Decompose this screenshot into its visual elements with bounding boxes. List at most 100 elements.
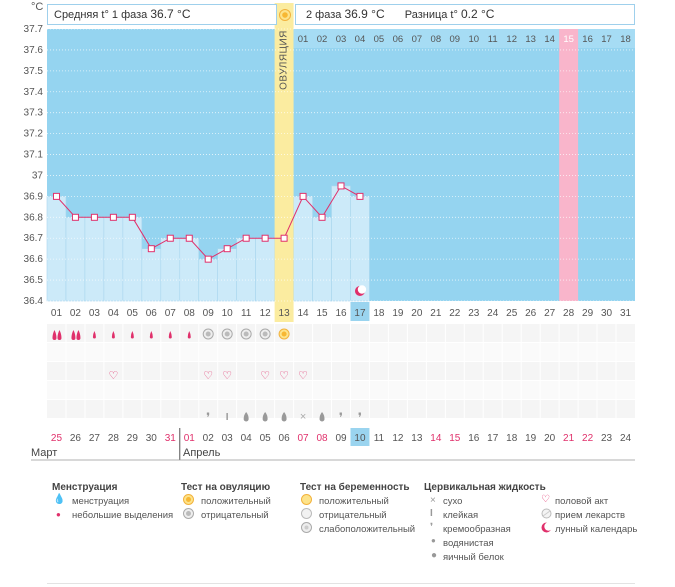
intercourse-heart-icon: ♡ bbox=[260, 370, 270, 382]
legend-moon: лунный календарь bbox=[555, 524, 638, 535]
cycle-day-label: 19 bbox=[392, 308, 404, 319]
temperature-point bbox=[280, 234, 288, 242]
top-day-label: 02 bbox=[317, 34, 328, 45]
ovtest-positive-icon bbox=[183, 494, 194, 508]
cervical-creamy-icon: ❜ bbox=[358, 410, 362, 425]
moon-icon bbox=[541, 522, 553, 536]
ovtest-negative-icon bbox=[183, 508, 194, 522]
date-label: 14 bbox=[430, 433, 442, 444]
cervical-watery-icon bbox=[319, 412, 325, 422]
cycle-day-label: 17 bbox=[354, 308, 366, 319]
menstruation-light-icon bbox=[111, 331, 115, 339]
temperature-point bbox=[242, 234, 250, 242]
diff-label: Разница t° bbox=[404, 9, 458, 21]
cervical-dry-icon: × bbox=[300, 411, 306, 423]
unit-label: °C bbox=[31, 1, 44, 13]
menstruation-heavy-icon bbox=[52, 330, 57, 340]
temperature-point bbox=[356, 192, 364, 200]
cycle-day-label: 08 bbox=[184, 308, 196, 319]
top-day-label: 03 bbox=[336, 34, 347, 45]
date-label: 17 bbox=[487, 433, 499, 444]
legend-pregtest-negative: отрицательный bbox=[319, 510, 387, 521]
ovtest-negative-icon bbox=[262, 331, 268, 337]
phase2-label: 2 фаза bbox=[306, 9, 342, 21]
temperature-bar bbox=[236, 237, 256, 302]
cycle-day-label: 02 bbox=[70, 308, 82, 319]
temperature-point bbox=[90, 213, 98, 221]
menstruation-heavy-icon bbox=[76, 330, 81, 340]
cycle-day-label: 18 bbox=[373, 308, 385, 319]
date-label: 22 bbox=[582, 433, 594, 444]
legend-pregtest-title: Тест на беременность bbox=[300, 482, 410, 493]
temperature-bar bbox=[179, 237, 200, 302]
cervical-watery-icon bbox=[262, 412, 268, 422]
menstruation-heavy-icon bbox=[57, 330, 62, 340]
cycle-day-label: 05 bbox=[127, 308, 139, 319]
temperature-point bbox=[261, 234, 269, 242]
phase2-value: 36.9 °C bbox=[344, 7, 385, 21]
legend-cervical-eggwhite: яичный белок bbox=[443, 552, 504, 563]
cycle-day-label: 12 bbox=[260, 308, 272, 319]
top-day-label: 06 bbox=[393, 34, 404, 45]
small-drop-icon: ● bbox=[56, 510, 61, 519]
date-label: 31 bbox=[165, 433, 177, 444]
cervical-watery-icon bbox=[281, 412, 287, 422]
top-day-label: 09 bbox=[450, 34, 461, 45]
temperature-bar bbox=[46, 196, 67, 302]
legend-intercourse: половой акт bbox=[555, 496, 609, 507]
cycle-day-label: 01 bbox=[51, 308, 63, 319]
menstruation-light-icon bbox=[149, 331, 153, 339]
bottom-divider bbox=[47, 583, 635, 584]
cycle-day-label: 20 bbox=[411, 308, 423, 319]
cycle-day-label: 24 bbox=[487, 308, 499, 319]
cycle-day-label: 07 bbox=[165, 308, 177, 319]
top-day-label: 04 bbox=[355, 34, 366, 45]
temperature-bar bbox=[350, 196, 370, 302]
y-tick-label: 36.9 bbox=[24, 191, 44, 202]
y-tick-label: 36.6 bbox=[24, 254, 44, 265]
heavy-drop-icon: 💧 bbox=[53, 494, 66, 505]
y-tick-label: 36.5 bbox=[24, 275, 44, 286]
diff-value: 0.2 °C bbox=[460, 7, 495, 21]
legend-cervical-watery: водянистая bbox=[443, 538, 494, 549]
top-day-label: 07 bbox=[412, 34, 423, 45]
top-day-label: 15 bbox=[563, 34, 574, 45]
date-label: 01 bbox=[184, 433, 196, 444]
temperature-point bbox=[71, 213, 79, 221]
date-label: 03 bbox=[222, 433, 234, 444]
creamy-icon: ❜ bbox=[430, 522, 434, 533]
legend-cervical-dry: сухо bbox=[443, 496, 463, 507]
cervical-sticky-icon: I bbox=[226, 412, 229, 423]
menstruation-heavy-icon bbox=[71, 330, 76, 340]
cycle-day-label: 16 bbox=[335, 308, 347, 319]
top-day-label: 13 bbox=[525, 34, 536, 45]
symptom-row bbox=[47, 400, 635, 418]
temperature-point bbox=[223, 245, 231, 253]
dates-row bbox=[47, 427, 635, 446]
cycle-day-label: 28 bbox=[563, 308, 575, 319]
cycle-day-label: 25 bbox=[506, 308, 518, 319]
ovtest-negative-icon bbox=[224, 331, 230, 337]
menstruation-light-icon bbox=[92, 331, 96, 339]
intercourse-heart-icon: ♡ bbox=[108, 370, 118, 382]
eggwhite-icon: ● bbox=[431, 550, 438, 561]
cycle-day-label: 23 bbox=[468, 308, 480, 319]
temperature-bar bbox=[255, 237, 275, 302]
temperature-point bbox=[109, 213, 117, 221]
month-march: Март bbox=[31, 447, 58, 459]
legend-light-item: небольшие выделения bbox=[72, 510, 174, 521]
y-tick-label: 37.4 bbox=[24, 87, 44, 98]
legend-ovtest-positive: положительный bbox=[201, 496, 271, 507]
cycle-day-label: 27 bbox=[544, 308, 556, 319]
temperature-point bbox=[128, 213, 136, 221]
today-highlight bbox=[350, 428, 370, 446]
legend-cervical-creamy: кремообразная bbox=[443, 524, 511, 535]
legend-medication: прием лекарств bbox=[555, 510, 626, 521]
ovtest-positive-icon bbox=[281, 331, 287, 337]
date-label: 12 bbox=[392, 433, 404, 444]
legend-cervical-sticky: клейкая bbox=[443, 510, 479, 521]
dry-icon: × bbox=[430, 495, 436, 506]
cycle-day-label: 10 bbox=[222, 308, 234, 319]
menstruation-light-icon bbox=[168, 331, 172, 339]
